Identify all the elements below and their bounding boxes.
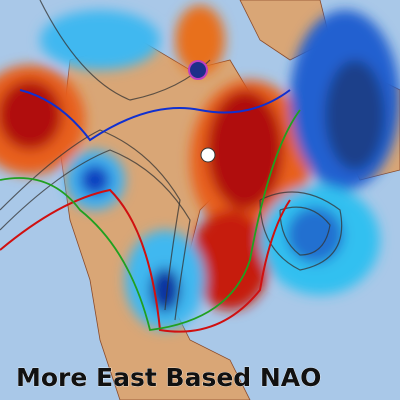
caption: More East Based NAO xyxy=(16,363,321,392)
contours xyxy=(0,0,343,333)
high-center xyxy=(200,147,216,163)
anomalies xyxy=(0,5,400,330)
low-center xyxy=(188,60,208,80)
